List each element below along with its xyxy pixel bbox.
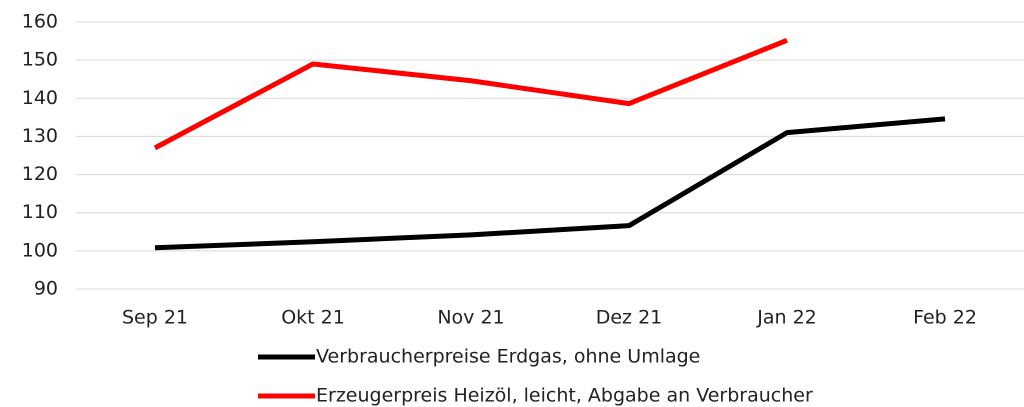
y-tick-label: 140 [22,87,58,109]
series-line [153,37,788,151]
x-tick-label: Feb 22 [913,307,977,329]
y-tick-label: 160 [22,11,58,33]
y-tick-label: 130 [22,125,58,147]
x-tick-label: Sep 21 [122,307,188,329]
series-line [154,116,946,251]
legend-label: Verbraucherpreise Erdgas, ohne Umlage [316,346,700,368]
y-tick-label: 100 [22,239,58,261]
legend-label: Erzeugerpreis Heizöl, leicht, Abgabe an … [316,385,813,407]
x-tick-label: Jan 22 [756,307,817,329]
x-tick-label: Okt 21 [281,307,345,329]
y-tick-label: 90 [34,278,58,300]
x-tick-label: Nov 21 [437,307,504,329]
y-tick-label: 120 [22,163,58,185]
x-tick-label: Dez 21 [596,307,663,329]
y-tick-label: 110 [22,201,58,223]
y-tick-label: 150 [22,49,58,71]
